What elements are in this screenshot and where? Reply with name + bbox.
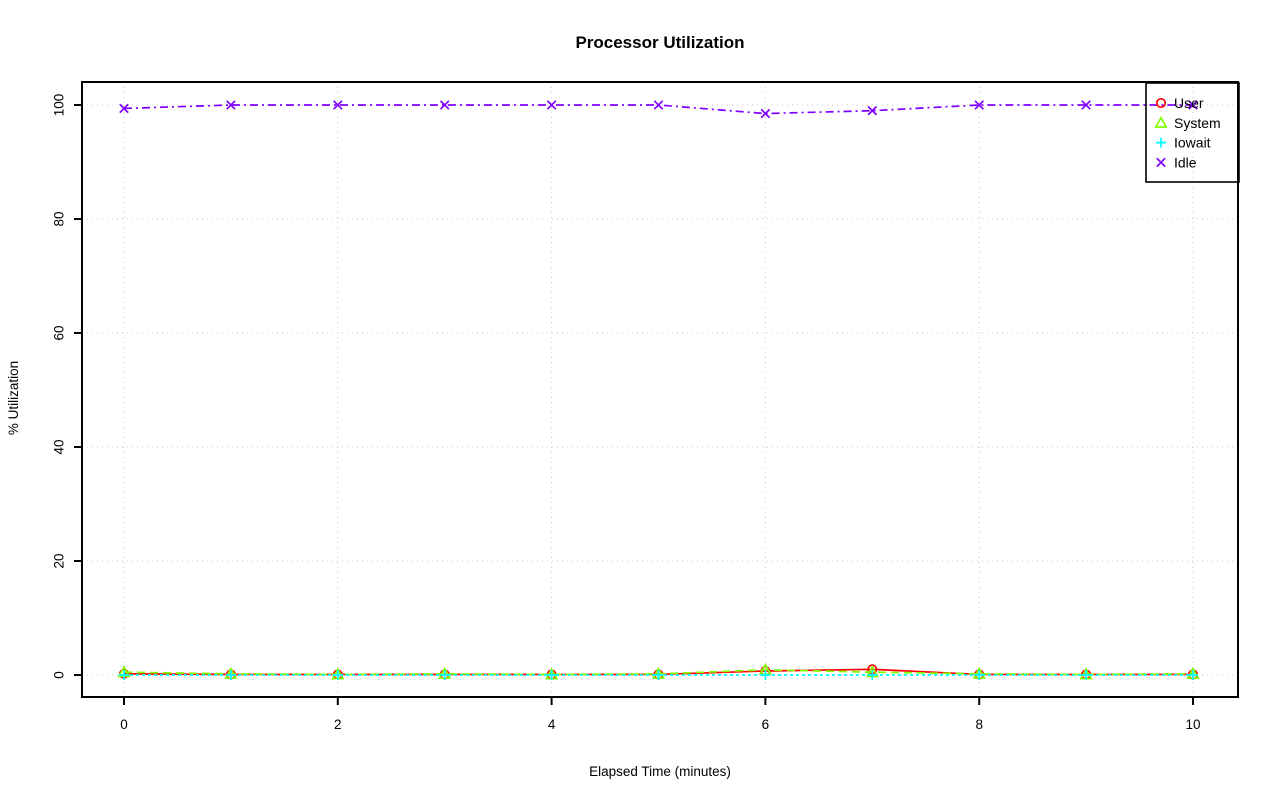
x-tick-label: 6 <box>762 717 770 732</box>
chart-title: Processor Utilization <box>575 33 745 52</box>
data-point-idle <box>1081 100 1091 110</box>
data-point-iowait <box>332 670 343 680</box>
y-tick-label: 60 <box>52 325 67 340</box>
y-tick-label: 100 <box>52 94 67 117</box>
data-point-idle <box>439 100 450 110</box>
data-point-iowait <box>867 670 878 680</box>
legend-label-idle: Idle <box>1174 154 1197 170</box>
y-tick-label: 20 <box>52 553 67 568</box>
data-point-idle <box>119 103 129 114</box>
x-tick-label: 4 <box>548 717 556 732</box>
data-point-idle <box>760 108 771 119</box>
data-point-iowait <box>225 670 236 680</box>
y-axis-title: % Utilization <box>6 360 21 436</box>
x-tick-label: 8 <box>975 717 983 732</box>
data-point-idle <box>1188 100 1198 110</box>
legend-marker-idle <box>1156 157 1166 168</box>
y-tick-label: 80 <box>52 211 67 226</box>
x-tick-label: 2 <box>334 717 342 732</box>
legend-marker-iowait <box>1156 137 1166 148</box>
legend-label-system: System <box>1174 115 1221 131</box>
data-point-iowait <box>1081 670 1092 680</box>
data-point-iowait <box>760 670 771 680</box>
data-point-iowait <box>653 670 664 680</box>
y-tick-label: 40 <box>52 439 67 454</box>
legend-label-user: User <box>1174 95 1204 111</box>
data-point-idle <box>226 100 236 110</box>
data-point-idle <box>974 100 985 110</box>
x-tick-label: 0 <box>120 717 128 732</box>
x-axis-title: Elapsed Time (minutes) <box>589 764 731 779</box>
plot-border <box>81 81 1239 698</box>
data-point-idle <box>653 100 664 110</box>
data-point-iowait <box>546 670 557 680</box>
legend-label-iowait: Iowait <box>1174 135 1211 151</box>
data-point-idle <box>546 100 557 110</box>
legend-box <box>1145 82 1240 183</box>
data-point-idle <box>867 105 878 116</box>
series-line-idle <box>123 104 1193 115</box>
legend-marker-system <box>1154 115 1168 128</box>
data-point-iowait <box>974 670 985 680</box>
x-tick-label: 10 <box>1185 717 1200 732</box>
data-point-iowait <box>1188 670 1198 680</box>
data-point-iowait <box>119 670 129 680</box>
legend-marker-user <box>1155 97 1167 109</box>
data-point-iowait <box>439 670 450 680</box>
data-point-idle <box>332 100 343 110</box>
y-tick-label: 0 <box>52 671 67 679</box>
